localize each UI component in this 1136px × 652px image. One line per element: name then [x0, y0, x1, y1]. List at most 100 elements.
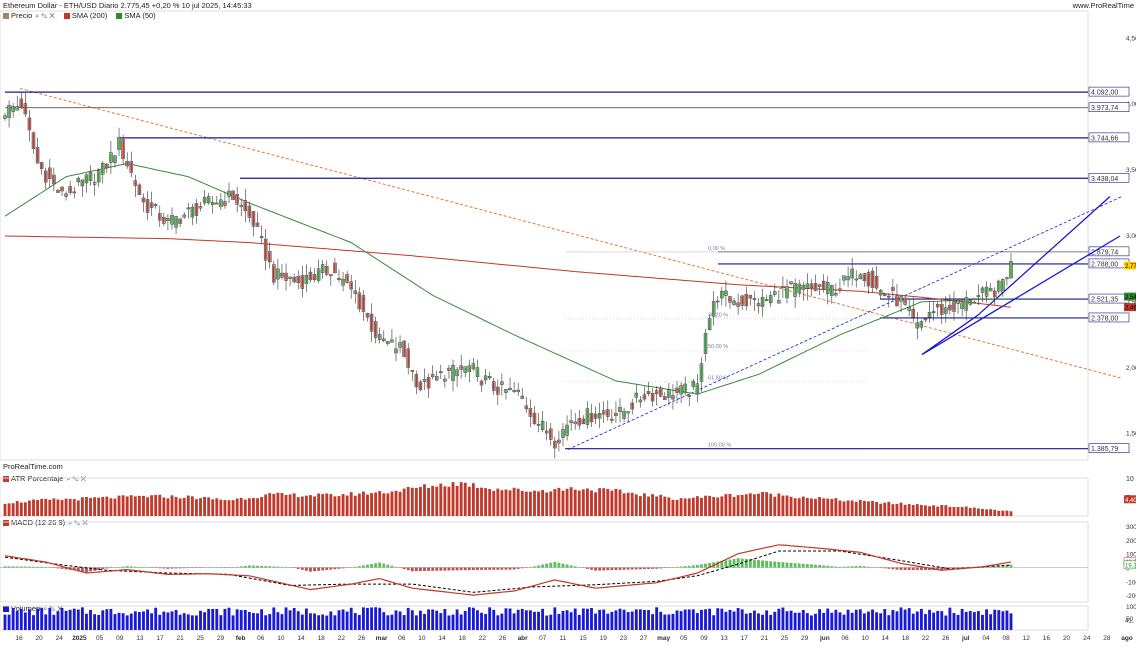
atr-bar [911, 504, 915, 516]
atr-bar [875, 501, 879, 516]
macd-histogram-bar [36, 566, 40, 568]
atr-bar [268, 493, 272, 516]
macd-histogram-bar [663, 567, 667, 569]
volume-bar [480, 612, 483, 630]
macd-histogram-bar [940, 567, 944, 570]
candle-fill [20, 99, 23, 108]
volume-tools-icon[interactable]: ⌕ ✎ ✕ [43, 606, 63, 613]
x-tick-label: 2025 [72, 635, 87, 642]
atr-bar [194, 499, 198, 516]
legend-sma50[interactable]: SMA (50) [116, 11, 156, 20]
macd-histogram-bar [492, 567, 496, 570]
volume-bar [280, 614, 284, 630]
volume-bar [659, 611, 663, 630]
volume-bar [748, 612, 752, 630]
legend-price[interactable]: Precio ⌕ ✎ ✕ [3, 11, 55, 20]
candle-fill [737, 303, 739, 306]
macd-histogram-bar [781, 562, 785, 568]
macd-histogram-bar [431, 567, 435, 571]
atr-bar [406, 486, 410, 516]
candle-fill [496, 387, 499, 394]
volume-bar [679, 611, 683, 630]
candle-fill [346, 275, 348, 282]
macd-histogram-bar [614, 567, 618, 570]
atr-bar [736, 495, 740, 516]
atr-bar [781, 495, 785, 516]
atr-bar [89, 497, 92, 516]
macd-histogram-bar [313, 567, 316, 572]
macd-histogram-bar [720, 560, 724, 568]
atr-last-label: 4,40 [1125, 498, 1136, 504]
macd-histogram-bar [524, 567, 528, 569]
volume-bar [867, 611, 870, 630]
volume-bar [569, 612, 573, 630]
atr-bar [463, 482, 467, 516]
volume-bar [3, 614, 7, 630]
volume-bar [80, 607, 84, 630]
x-tick-label: 29 [217, 635, 225, 642]
volume-bar [133, 611, 137, 630]
price-y-tick: 2,50 [1126, 299, 1136, 306]
atr-bar [638, 496, 642, 516]
macd-histogram-bar [769, 561, 773, 568]
macd-panel: 3002001000-100-20042,019,3 [0, 521, 1136, 603]
volume-bar [924, 614, 927, 630]
macd-frame [0, 521, 1089, 603]
macd-swatch [3, 520, 9, 526]
candle-fill [525, 406, 528, 409]
atr-bar [789, 496, 793, 516]
macd-histogram-bar [504, 567, 508, 570]
volume-bar [862, 613, 866, 630]
volume-bar [484, 613, 488, 630]
atr-bar [773, 496, 777, 516]
macd-tools-icon[interactable]: ⌕ ✎ ✕ [68, 520, 88, 527]
legend-sma200-swatch [63, 13, 70, 19]
macd-histogram-bar [793, 563, 797, 568]
brand-link[interactable]: www.ProRealTime [1072, 1, 1134, 10]
macd-histogram-bar [459, 567, 463, 571]
atr-bar [728, 493, 732, 516]
volume-bar [329, 611, 333, 630]
macd-histogram-bar [3, 566, 7, 568]
atr-bar [182, 497, 186, 516]
price-y-tick: 4,50 [1126, 35, 1136, 42]
atr-bar [227, 500, 231, 516]
volume-bar [887, 615, 891, 630]
atr-bar [936, 506, 940, 516]
atr-bar [598, 488, 602, 516]
macd-histogram-bar [606, 567, 610, 571]
atr-bar [687, 498, 691, 516]
atr-bar [867, 501, 870, 516]
atr-bar [622, 493, 626, 516]
volume-legend[interactable]: Volumen ⌕ ✎ ✕ [3, 604, 63, 614]
legend-sma200[interactable]: SMA (200) [63, 11, 107, 20]
atr-swatch [3, 476, 9, 482]
volume-bar [500, 613, 504, 630]
candle-fill [207, 197, 210, 203]
macd-histogram-bar [659, 567, 663, 569]
volume-bar [459, 614, 463, 630]
volume-bar [476, 610, 479, 630]
macd-histogram-bar [146, 567, 149, 568]
volume-bar [44, 614, 48, 630]
volume-bar [333, 615, 337, 630]
candle-fill [97, 171, 100, 182]
macd-histogram-bar [284, 566, 288, 568]
macd-histogram-bar [838, 566, 842, 568]
candle-fill [264, 239, 267, 260]
atr-tools-icon[interactable]: ⌕ ✎ ✕ [66, 476, 86, 483]
atr-bar [801, 496, 805, 516]
macd-histogram-bar [846, 566, 850, 568]
legend-tools-icon[interactable]: ⌕ ✎ ✕ [35, 13, 55, 20]
atr-bar [370, 493, 373, 516]
volume-bar [150, 613, 154, 630]
candle-fill [806, 284, 809, 288]
macd-histogram-bar [818, 565, 822, 568]
volume-bar [463, 610, 467, 630]
candle-fill [602, 411, 605, 414]
candle-fill [126, 161, 129, 166]
volume-bar [435, 610, 439, 630]
atr-bar [932, 505, 936, 516]
candle-fill [476, 368, 479, 377]
